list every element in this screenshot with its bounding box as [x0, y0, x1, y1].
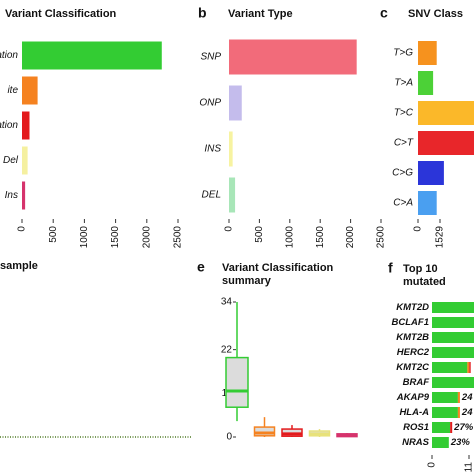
- x-tick-label: 1500: [110, 226, 121, 249]
- bar: [229, 131, 233, 167]
- x-tick-label: 0: [413, 226, 424, 232]
- bar: [418, 101, 474, 125]
- category-label: KMT2C: [396, 362, 429, 373]
- x-tick-label: 1000: [284, 226, 295, 249]
- category-label: SNP: [200, 52, 221, 63]
- bar: [418, 161, 444, 185]
- category-label: T>G: [393, 48, 413, 59]
- bar-segment: [432, 302, 474, 313]
- bar: [418, 71, 434, 95]
- category-label: ation: [0, 120, 18, 131]
- bar: [22, 41, 162, 70]
- panel-label: f: [388, 260, 393, 276]
- bar-segment: [432, 332, 474, 343]
- category-label: NRAS: [402, 437, 430, 448]
- value-label: 24: [461, 407, 473, 418]
- bar: [229, 39, 357, 75]
- bar: [418, 41, 437, 65]
- category-label: T>C: [394, 108, 414, 119]
- panel-title: summary: [222, 275, 272, 287]
- panel-label: e: [197, 259, 205, 275]
- panel-title: Variant Type: [228, 8, 293, 20]
- x-tick-label: 1500: [315, 226, 326, 249]
- x-tick-label: 1000: [79, 226, 90, 249]
- x-tick-label: 500: [48, 226, 59, 243]
- value-label: 24: [461, 392, 473, 403]
- category-label: Ins: [5, 190, 18, 201]
- bar: [22, 111, 30, 140]
- bar: [418, 131, 474, 155]
- panel-label: b: [198, 5, 207, 21]
- panel-title: SNV Class: [408, 8, 463, 20]
- bar: [22, 76, 38, 105]
- category-label: C>T: [394, 138, 414, 149]
- bar-segment: [432, 347, 474, 358]
- bar-segment: [432, 377, 474, 388]
- category-label: BRAF: [403, 377, 430, 388]
- category-label: AKAP9: [396, 392, 430, 403]
- bar-segment: [432, 317, 474, 328]
- category-label: ite: [7, 85, 18, 96]
- category-label: HLA-A: [399, 407, 429, 418]
- category-label: INS: [204, 144, 221, 155]
- panel-title: Top 10: [403, 263, 438, 275]
- category-label: HERC2: [397, 347, 430, 358]
- bar-segment: [467, 362, 470, 373]
- x-tick-label: 2500: [376, 226, 387, 249]
- x-tick-label: 500: [254, 226, 265, 243]
- x-tick-label: 2500: [173, 226, 184, 249]
- x-tick-label: 2000: [345, 226, 356, 249]
- bar-segment: [469, 362, 471, 373]
- y-tick-label: 34: [221, 297, 233, 308]
- category-label: KMT2D: [396, 302, 429, 313]
- panel-label: c: [380, 5, 388, 21]
- bar-segment: [432, 422, 451, 433]
- y-tick-label: 22: [221, 344, 233, 355]
- bar: [229, 177, 236, 213]
- bar-segment: [450, 422, 453, 433]
- box: [225, 356, 249, 408]
- panel-title: sample: [0, 260, 38, 272]
- category-label: BCLAF1: [392, 317, 429, 328]
- bar-segment: [457, 407, 460, 418]
- category-label: ROS1: [403, 422, 429, 433]
- value-label: 23%: [450, 437, 471, 448]
- bar: [229, 85, 242, 121]
- category-label: C>A: [393, 198, 413, 209]
- value-label: 27%: [453, 422, 474, 433]
- category-label: Del: [3, 155, 19, 166]
- category-label: ONP: [199, 98, 221, 109]
- bar-segment: [432, 437, 449, 448]
- panel-title: Variant Classification: [5, 8, 117, 20]
- category-label: ation: [0, 50, 18, 61]
- panel-title: Variant Classification: [222, 262, 334, 274]
- x-tick-label: 0: [17, 226, 28, 232]
- category-label: C>G: [392, 168, 413, 179]
- bar-segment: [457, 392, 460, 403]
- bar: [22, 181, 26, 210]
- bar: [22, 146, 28, 175]
- category-label: KMT2B: [396, 332, 429, 343]
- panel-title: mutated: [403, 276, 446, 288]
- x-tick-label: 1529: [435, 226, 446, 249]
- y-tick-label: 0: [226, 432, 232, 443]
- bar: [418, 191, 437, 215]
- box: [253, 426, 276, 437]
- x-tick-label: 2000: [141, 226, 152, 249]
- x-tick-label: 0: [224, 226, 235, 232]
- x-tick-label: 0: [427, 462, 438, 468]
- category-label: T>A: [394, 78, 413, 89]
- category-label: DEL: [202, 190, 221, 201]
- bar-segment: [432, 407, 458, 418]
- x-tick-label: 11: [464, 462, 474, 473]
- bar-segment: [432, 362, 468, 373]
- bar-segment: [432, 392, 458, 403]
